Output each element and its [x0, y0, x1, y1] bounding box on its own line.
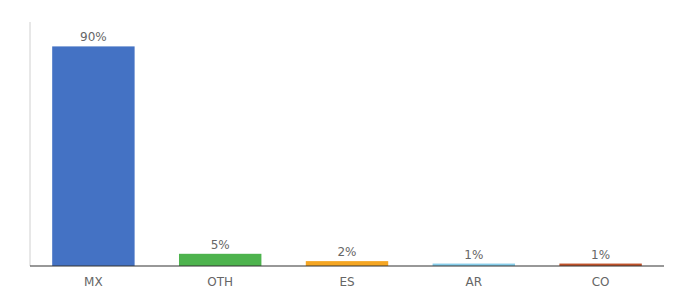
chart: 90% 5% 2% 1% 1% MX OTH ES AR CO — [0, 0, 680, 300]
y-axis-line — [30, 22, 31, 266]
bar — [52, 46, 134, 266]
data-label: 1% — [464, 248, 483, 262]
data-label: 90% — [80, 30, 107, 44]
bar — [306, 261, 388, 266]
x-tick-label: CO — [592, 275, 610, 289]
data-label: 5% — [211, 238, 230, 252]
bar — [179, 254, 261, 266]
data-label: 2% — [337, 245, 356, 259]
x-tick-label: AR — [466, 275, 483, 289]
x-tick-label: MX — [84, 275, 103, 289]
data-label: 1% — [591, 248, 610, 262]
x-tick-label: OTH — [207, 275, 233, 289]
x-axis-line — [30, 265, 664, 266]
bars — [52, 46, 642, 266]
x-tick-label: ES — [339, 275, 354, 289]
chart-container: 90% 5% 2% 1% 1% MX OTH ES AR CO — [0, 0, 680, 300]
